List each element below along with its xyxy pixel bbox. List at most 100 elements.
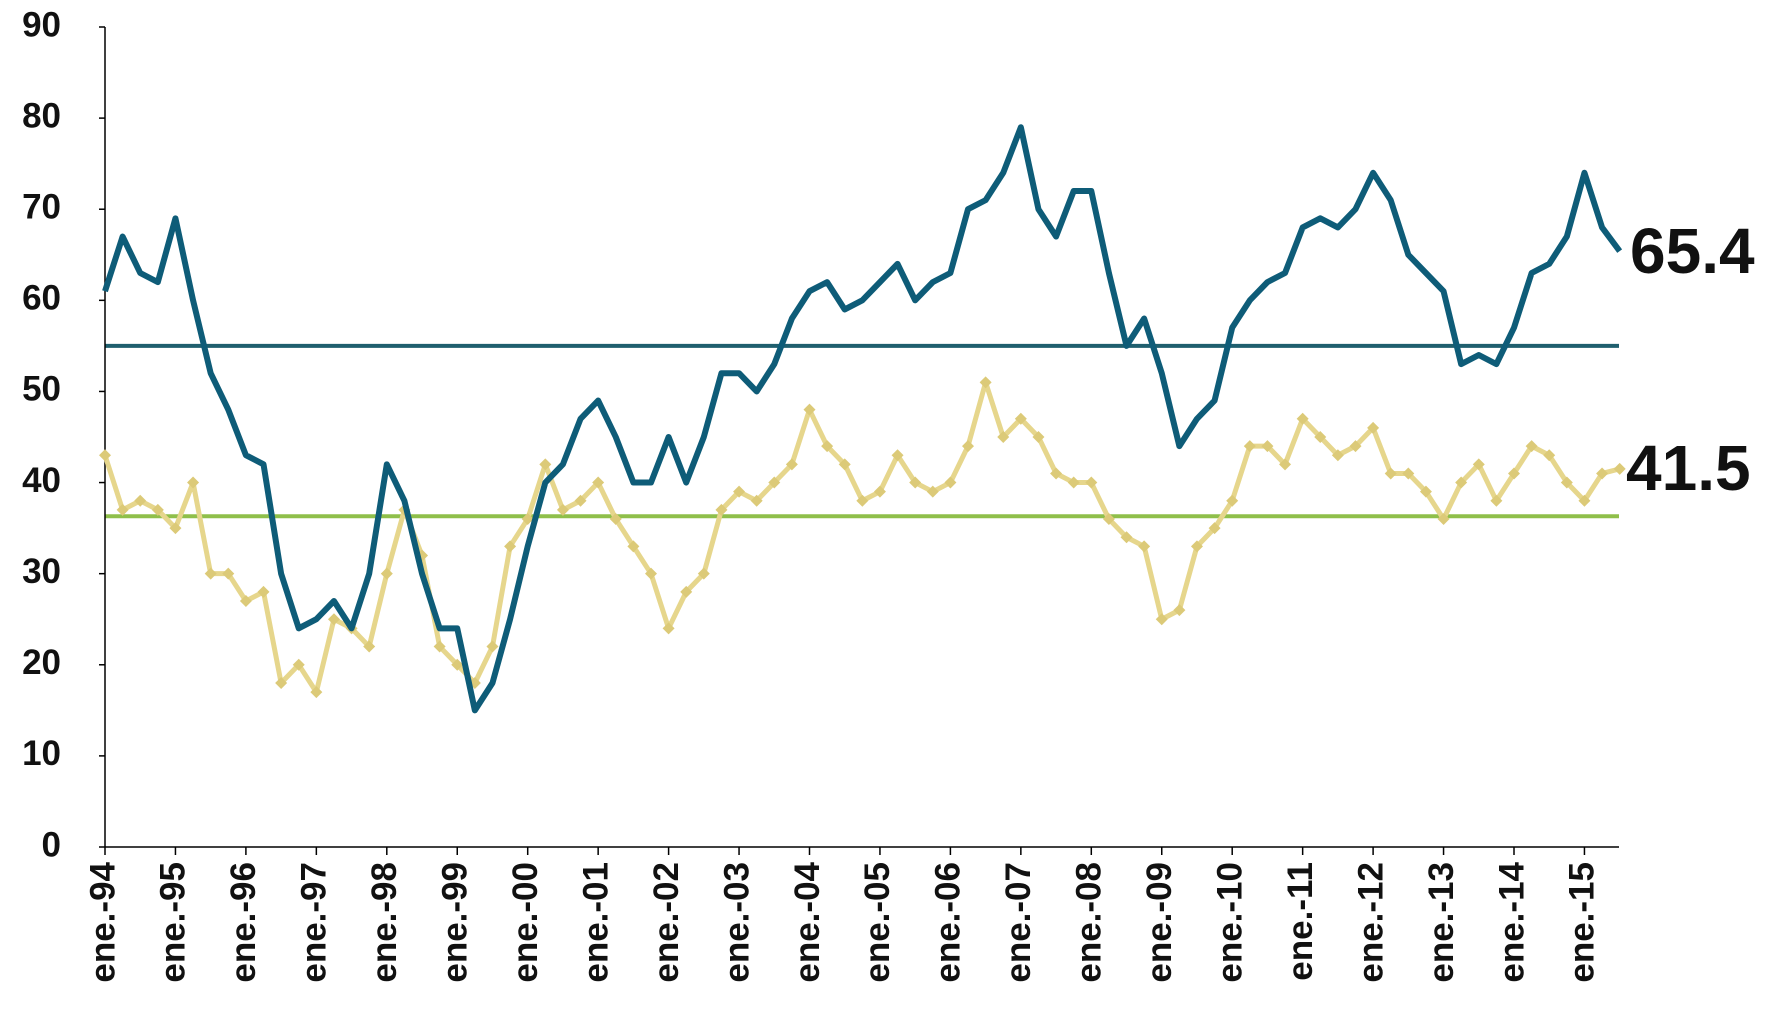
diamond-marker	[451, 658, 464, 671]
diamond-marker	[926, 485, 939, 498]
diamond-marker	[1208, 522, 1221, 535]
x-tick-label: ene.-08	[1070, 862, 1109, 983]
diamond-marker	[1085, 476, 1098, 489]
y-tick-label: 50	[22, 370, 61, 409]
diamond-marker	[803, 403, 816, 416]
diamond-marker	[1032, 431, 1045, 443]
diamond-marker	[574, 494, 587, 507]
y-tick-label: 0	[42, 825, 61, 864]
diamond-marker	[785, 458, 798, 471]
diamond-marker	[292, 658, 305, 671]
diamond-marker	[1226, 494, 1239, 507]
diamond-marker	[275, 677, 288, 689]
y-tick-label: 30	[22, 552, 61, 591]
x-tick-label: ene.-06	[929, 862, 968, 983]
diamond-marker	[1138, 540, 1151, 553]
diamond-marker	[556, 503, 569, 516]
x-tick-label: ene.-95	[154, 862, 193, 983]
diamond-marker	[944, 476, 957, 489]
x-tick-label: ene.-02	[647, 862, 686, 983]
diamond-marker	[204, 567, 217, 580]
diamond-marker	[1596, 467, 1609, 480]
diamond-marker	[1261, 440, 1274, 453]
diamond-marker	[873, 485, 886, 498]
diamond-marker	[979, 376, 992, 389]
diamond-marker	[521, 513, 534, 525]
diamond-marker	[380, 567, 393, 580]
diamond-marker	[1543, 449, 1556, 462]
x-tick-label: ene.-15	[1563, 862, 1602, 983]
diamond-marker	[1173, 604, 1186, 617]
y-tick-label: 20	[22, 643, 61, 682]
x-tick-label: ene.-94	[83, 861, 122, 982]
diamond-marker	[1508, 467, 1520, 480]
y-tick-label: 40	[22, 461, 61, 500]
end-value-label: 41.5	[1626, 432, 1751, 504]
diamond-marker	[169, 522, 182, 535]
diamond-marker	[327, 613, 340, 626]
diamond-marker	[821, 440, 834, 453]
x-tick-label: ene.-11	[1281, 862, 1320, 981]
y-tick-label: 70	[22, 187, 61, 226]
x-tick-label: ene.-98	[365, 862, 404, 983]
diamond-marker	[644, 567, 657, 580]
diamond-marker	[486, 640, 499, 653]
diamond-marker	[733, 485, 746, 498]
diamond-marker	[1402, 467, 1415, 480]
diamond-marker	[1314, 431, 1327, 443]
x-tick-label: ene.-96	[224, 862, 263, 983]
diamond-marker	[1472, 458, 1485, 471]
x-tick-label: ene.-00	[506, 862, 545, 983]
diamond-marker	[1014, 412, 1027, 425]
diamond-marker	[504, 540, 517, 553]
diamond-marker	[1349, 440, 1362, 453]
diamond-marker	[363, 640, 376, 653]
y-tick-label: 10	[22, 734, 61, 773]
diamond-marker	[539, 458, 552, 471]
y-tick-label: 80	[22, 96, 61, 135]
series-line	[102, 124, 1623, 714]
diamond-marker	[962, 440, 975, 453]
diamond-marker	[1243, 440, 1256, 453]
y-tick-label: 90	[22, 5, 61, 44]
diamond-marker	[697, 567, 710, 580]
diamond-marker	[1437, 513, 1450, 525]
diamond-marker	[1279, 458, 1292, 471]
diamond-marker	[1419, 485, 1432, 498]
x-tick-label: ene.-99	[436, 862, 475, 983]
x-tick-label: ene.-10	[1210, 862, 1249, 983]
diamond-marker	[1296, 412, 1309, 425]
x-tick-label: ene.-07	[999, 862, 1038, 983]
diamond-marker	[1190, 540, 1203, 553]
diamond-marker	[1102, 513, 1115, 525]
diamond-marker	[1367, 421, 1380, 434]
x-tick-label: ene.-14	[1492, 861, 1531, 982]
x-tick-label: ene.-13	[1422, 862, 1461, 983]
diamond-marker	[1067, 476, 1080, 489]
diamond-marker	[151, 503, 164, 516]
diamond-marker	[1613, 462, 1626, 475]
diamond-marker	[222, 567, 235, 580]
diamond-marker	[1578, 494, 1591, 507]
diamond-marker	[1155, 613, 1168, 626]
diamond-marker	[1490, 494, 1503, 507]
diamond-marker	[116, 503, 129, 516]
diamond-marker	[1050, 467, 1063, 480]
diamond-marker	[433, 640, 446, 653]
diamond-marker	[239, 595, 252, 607]
diamond-marker	[856, 494, 869, 507]
diamond-marker	[609, 513, 622, 525]
x-tick-label: ene.-97	[295, 862, 334, 983]
diamond-marker	[1560, 476, 1573, 489]
diamond-marker	[257, 585, 270, 598]
diamond-marker	[187, 476, 200, 489]
diamond-marker	[627, 540, 640, 553]
diamond-marker	[1384, 467, 1397, 480]
y-tick-label: 60	[22, 279, 61, 318]
diamond-marker	[715, 503, 728, 516]
x-tick-label: ene.-04	[788, 861, 827, 982]
diamond-marker	[1525, 440, 1538, 453]
x-tick-label: ene.-03	[717, 862, 756, 983]
diamond-marker	[1455, 476, 1468, 489]
diamond-marker	[1331, 449, 1344, 462]
